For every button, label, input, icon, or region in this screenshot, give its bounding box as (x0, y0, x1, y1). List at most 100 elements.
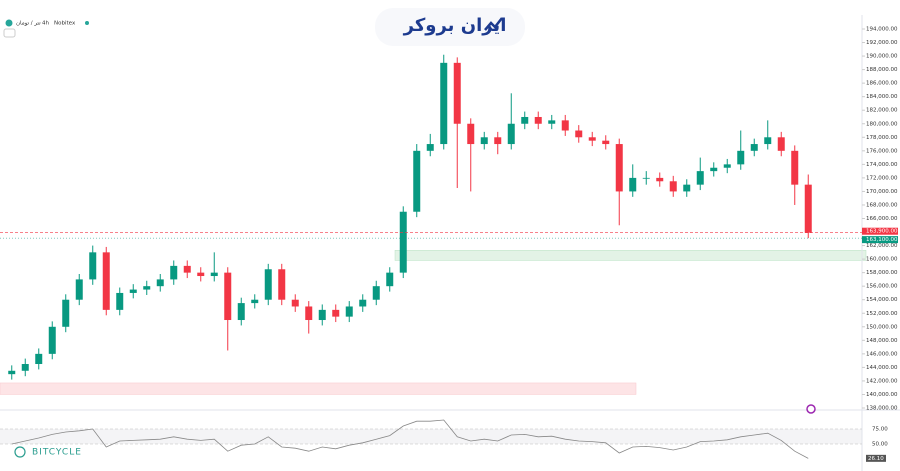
rsi-badge (866, 454, 886, 462)
candle-body (494, 137, 502, 145)
candle-body (35, 353, 43, 365)
y-tick-label: 160,000.00 (866, 257, 898, 263)
candle-body (386, 272, 394, 287)
logo: ایران بروکر (403, 15, 507, 36)
candle-body (197, 272, 205, 277)
y-tick-label: 190,000.00 (866, 54, 898, 60)
candle-body (345, 306, 353, 317)
zone (394, 250, 867, 261)
y-tick-label: 150,000.00 (866, 324, 898, 330)
candle-body (656, 177, 664, 182)
candle-body (62, 299, 70, 327)
candle-body (143, 286, 151, 290)
rsi-band (0, 429, 862, 444)
y-tick-label: 192,000.00 (866, 40, 898, 46)
watermark-icon (14, 446, 26, 458)
candle-body (237, 303, 245, 321)
candle-body (804, 184, 812, 233)
y-tick-label: 194,000.00 (866, 27, 898, 33)
candle-body (629, 177, 637, 192)
candle-body (534, 116, 542, 124)
y-tick-label: 188,000.00 (866, 67, 898, 73)
y-tick-label: 176,000.00 (866, 148, 898, 154)
y-tick-label: 148,000.00 (866, 338, 898, 344)
candle-body (642, 177, 650, 179)
logo-box (375, 8, 525, 46)
candle-body (777, 137, 785, 151)
y-tick-label: 180,000.00 (866, 121, 898, 127)
candle-body (737, 150, 745, 165)
y-tick-label: 182,000.00 (866, 108, 898, 114)
candle-body (669, 181, 677, 192)
price-label: 163,100.00 (866, 237, 898, 243)
y-tick-label: 138,000.00 (866, 406, 898, 412)
candle-body (224, 272, 232, 321)
candle-body (278, 269, 286, 300)
y-tick-label: 156,000.00 (866, 284, 898, 290)
candle-body (548, 120, 556, 124)
candle-body (89, 252, 97, 280)
candle-body (399, 211, 407, 273)
y-tick-label: 140,000.00 (866, 392, 898, 398)
y-tick-label: 154,000.00 (866, 297, 898, 303)
candle-body (129, 289, 137, 293)
y-tick-label: 170,000.00 (866, 189, 898, 195)
y-tick-label: 152,000.00 (866, 311, 898, 317)
watermark: BITCYCLE (32, 448, 82, 458)
price-badge (862, 227, 898, 235)
rsi-value-label: 26.10 (868, 456, 884, 462)
candle-body (305, 306, 313, 321)
price-label: 163,900.00 (866, 229, 898, 235)
candle-body (723, 164, 731, 168)
candle-body (318, 309, 326, 321)
y-tick-label: 186,000.00 (866, 81, 898, 87)
candle-body (48, 326, 56, 354)
y-tick-label: 158,000.00 (866, 270, 898, 276)
candle-body (467, 123, 475, 145)
candle-body (750, 144, 758, 151)
candle-body (575, 130, 583, 138)
candle-body (359, 299, 367, 307)
candle-body (440, 62, 448, 145)
symbol-icon (5, 19, 13, 27)
candle-body (507, 123, 515, 145)
y-tick-label: 144,000.00 (866, 365, 898, 371)
candle-body (116, 292, 124, 310)
collapse-button[interactable] (3, 28, 16, 38)
candle-body (413, 150, 421, 212)
event-icon[interactable] (806, 404, 816, 414)
y-tick-label: 184,000.00 (866, 94, 898, 100)
candle-body (764, 137, 772, 145)
candle-body (480, 137, 488, 145)
candle-body (183, 265, 191, 273)
candle-body (710, 167, 718, 172)
candle-body (372, 286, 380, 300)
y-tick-label: 178,000.00 (866, 135, 898, 141)
candle-body (332, 309, 340, 317)
zone (0, 382, 637, 395)
candle-body (75, 279, 83, 300)
candle-body (521, 116, 529, 124)
rsi-tick-label: 75.00 (872, 427, 888, 433)
price-badge (862, 236, 898, 244)
y-tick-label: 162,000.00 (866, 243, 898, 249)
candle-body (696, 171, 704, 185)
rsi-tick-label: 50.00 (872, 442, 888, 448)
y-tick-label: 142,000.00 (866, 378, 898, 384)
candle-body (8, 370, 16, 375)
candle-body (251, 299, 259, 304)
interval: 4h (42, 21, 49, 27)
candle-body (615, 144, 623, 192)
y-tick-label: 146,000.00 (866, 351, 898, 357)
symbol: تتر / تومان (16, 21, 41, 27)
candle-body (264, 269, 272, 300)
candle-body (21, 364, 29, 371)
candle-body (426, 144, 434, 151)
y-tick-label: 166,000.00 (866, 216, 898, 222)
exchange: Nobitex (54, 21, 76, 27)
y-tick-label: 168,000.00 (866, 202, 898, 208)
candle-body (210, 272, 218, 277)
